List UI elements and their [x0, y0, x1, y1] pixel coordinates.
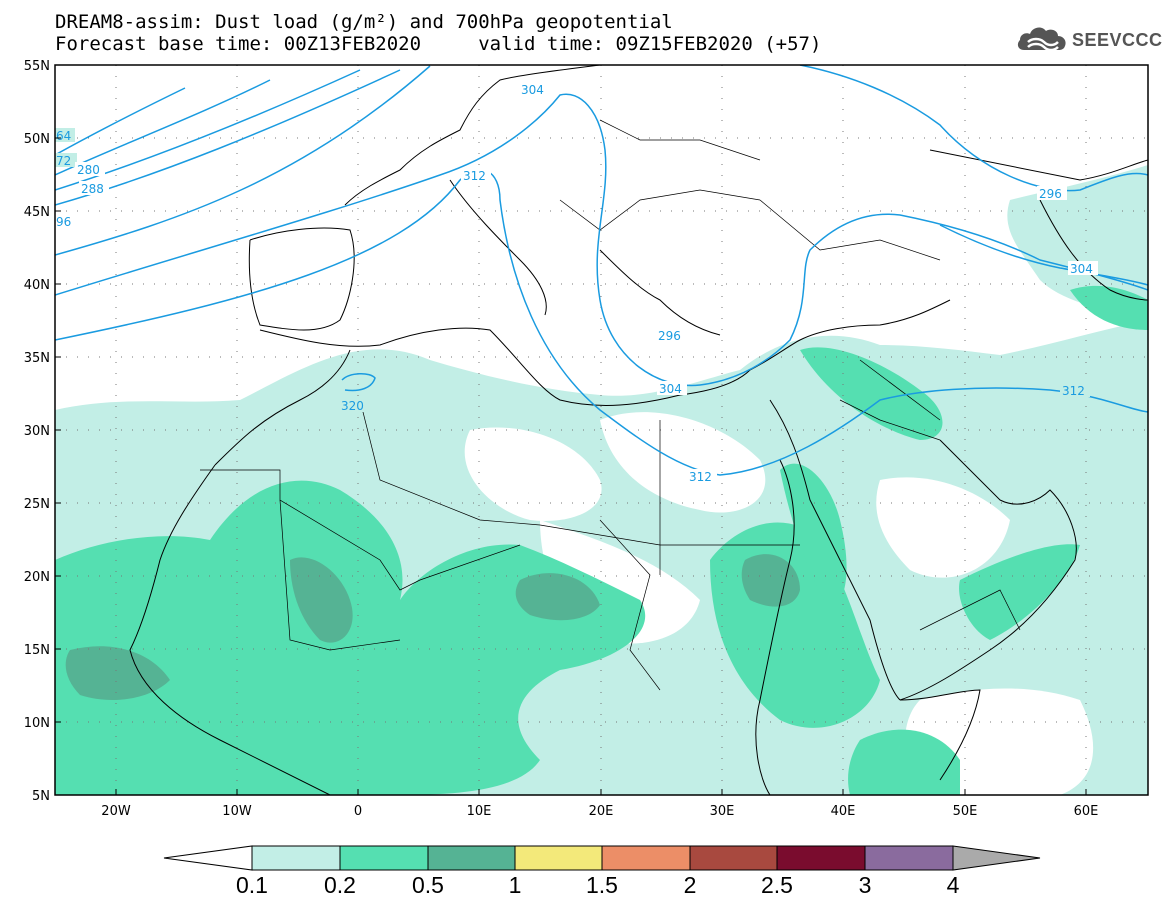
contour-label: 64: [56, 129, 71, 143]
contour-label: 296: [658, 329, 681, 343]
lat-label: 30N: [24, 424, 50, 439]
colorbar-segment: [776, 845, 866, 871]
map-title: DREAM8-assim: Dust load (g/m²) and 700hP…: [55, 11, 673, 33]
lat-label: 5N: [32, 789, 50, 804]
lat-label: 40N: [24, 278, 50, 293]
lon-label: 10E: [467, 804, 492, 819]
forecast-time-line: Forecast base time: 00Z13FEB2020 valid t…: [55, 33, 822, 55]
colorbar-label: 0.5: [412, 872, 444, 898]
contour-label: 304: [521, 83, 544, 97]
lat-label: 15N: [24, 643, 50, 658]
colorbar-label: 0.2: [324, 872, 356, 898]
lat-label: 25N: [24, 497, 50, 512]
contour-label: 312: [1062, 384, 1085, 398]
axis-ticks: [55, 64, 1087, 796]
colorbar-segment: [864, 845, 954, 871]
dust-area-dark: [515, 573, 600, 621]
lat-label: 45N: [24, 205, 50, 220]
clear-area: [464, 427, 602, 521]
colorbar-segment: [339, 845, 429, 871]
colorbar-segment: [427, 845, 516, 871]
dust-area-dark: [741, 554, 800, 607]
colorbar-segment: [601, 845, 691, 871]
lat-label: 50N: [24, 132, 50, 147]
cloud-icon: [1017, 27, 1066, 52]
contour-label: 280: [77, 163, 100, 177]
seevccc-logo: SEEVCCC: [1016, 22, 1162, 56]
lon-label: 60E: [1074, 804, 1099, 819]
colorbar-label: 2.5: [761, 872, 793, 898]
contour-label: 304: [659, 382, 682, 396]
logo-text: SEEVCCC: [1072, 30, 1163, 50]
dust-area-medium: [780, 463, 847, 610]
contour-label: 296: [1039, 187, 1062, 201]
lon-label: 20W: [101, 804, 131, 819]
colorbar: [163, 845, 1041, 871]
contour-label: 312: [689, 470, 712, 484]
colorbar-label: 1.5: [586, 872, 618, 898]
colorbar-low-arrow: [163, 845, 253, 871]
contour-label-group: 64 72 280 288 96 304 312 320 296 296 304…: [55, 82, 1098, 484]
contour-label: 72: [56, 154, 71, 168]
lat-label: 35N: [24, 351, 50, 366]
contour-label: 288: [81, 182, 104, 196]
lon-label: 0: [354, 804, 362, 819]
lon-label: 20E: [589, 804, 614, 819]
contour-label: 304: [1070, 262, 1093, 276]
dust-fill-layer: [55, 165, 1148, 795]
dust-area-dark: [290, 557, 353, 643]
dust-area-medium: [848, 729, 960, 795]
lon-label: 10W: [222, 804, 252, 819]
colorbar-segment: [514, 845, 603, 871]
colorbar-label: 4: [947, 872, 960, 898]
clear-area: [876, 477, 1010, 578]
latitude-labels: 55N 50N 45N 40N 35N 30N 25N 20N 15N 10N …: [24, 59, 50, 804]
lat-label: 55N: [24, 59, 50, 74]
dust-area-medium: [959, 544, 1080, 640]
clear-area: [600, 412, 766, 513]
contour-label: 320: [341, 399, 364, 413]
lat-label: 10N: [24, 716, 50, 731]
borders: [200, 119, 1021, 691]
colorbar-label: 2: [684, 872, 697, 898]
colorbar-label: 3: [859, 872, 872, 898]
dust-area-dark: [65, 646, 170, 700]
colorbar-labels: 0.1 0.2 0.5 1 1.5 2 2.5 3 4: [236, 872, 960, 898]
colorbar-label: 1: [509, 872, 522, 898]
lon-label: 30E: [710, 804, 735, 819]
contour-label: 312: [463, 169, 486, 183]
coastlines: [129, 65, 1148, 795]
colorbar-segment: [251, 845, 341, 871]
lat-label: 20N: [24, 570, 50, 585]
colorbar-high-arrow: [952, 845, 1041, 871]
longitude-labels: 20W 10W 0 10E 20E 30E 40E 50E 60E: [101, 804, 1098, 819]
dust-area-light: [1007, 165, 1148, 320]
lon-label: 50E: [953, 804, 978, 819]
colorbar-label: 0.1: [236, 872, 268, 898]
lon-label: 40E: [831, 804, 856, 819]
dust-area-medium: [55, 480, 646, 795]
contour-label: 96: [56, 215, 71, 229]
colorbar-segment: [689, 845, 778, 871]
dust-area-medium: [800, 347, 943, 440]
